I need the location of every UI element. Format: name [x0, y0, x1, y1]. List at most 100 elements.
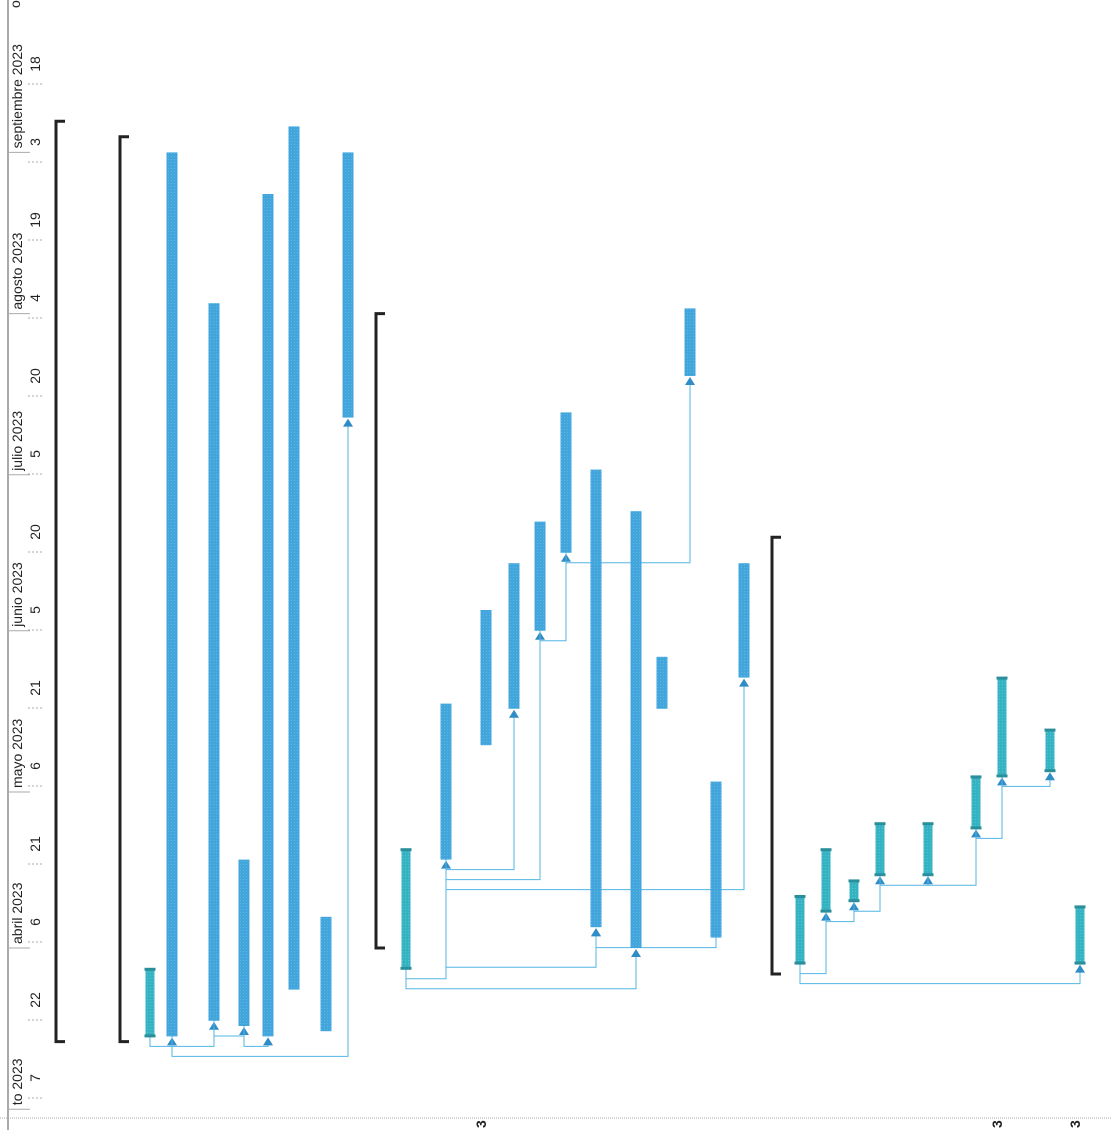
milestone-bar[interactable] [971, 776, 981, 829]
milestone-cap-bottom [848, 899, 860, 903]
link-arrowhead [343, 418, 353, 427]
milestone-bar[interactable] [1045, 729, 1055, 772]
task-bar[interactable] [342, 152, 354, 418]
milestone-cap-top [1074, 905, 1086, 909]
dependency-links [149, 377, 1085, 1057]
link-arrowhead [739, 678, 749, 687]
link-arrowhead [631, 949, 641, 957]
milestone-cap-bottom [794, 961, 806, 965]
task-bar[interactable] [166, 152, 178, 1037]
dependency-link [445, 716, 515, 871]
milestone-cap-top [820, 848, 832, 852]
milestone-cap-bottom [144, 1034, 156, 1038]
bottom-fragment: 3 [989, 1120, 1005, 1128]
axis-edge-fragment: o [7, 0, 23, 8]
milestone-bar[interactable] [997, 677, 1007, 777]
task-bar[interactable] [480, 610, 492, 746]
tick-label: 21 [27, 680, 43, 696]
milestone-cap-top [400, 848, 412, 852]
dependency-link [171, 425, 349, 1057]
task-bar[interactable] [208, 303, 220, 1021]
link-arrowhead [509, 709, 519, 718]
milestone-cap-bottom [820, 909, 832, 913]
milestone-bar[interactable] [795, 896, 805, 964]
tick-label: 20 [27, 524, 43, 540]
tick-label: 22 [27, 992, 43, 1008]
summary-bracket [118, 135, 129, 1044]
milestone-bar[interactable] [821, 849, 831, 912]
milestone-cap-bottom [970, 826, 982, 830]
dependency-link [1001, 776, 1051, 787]
milestone-cap-top [848, 879, 860, 883]
link-arrowhead [591, 928, 601, 937]
tick-label: 6 [27, 918, 43, 926]
task-bar[interactable] [560, 412, 572, 553]
task-bar[interactable] [684, 308, 696, 376]
task-bar[interactable] [534, 521, 546, 631]
dependency-link [975, 784, 1003, 839]
dependency-link [405, 867, 447, 980]
dependency-link [825, 909, 855, 923]
milestone-cap-top [874, 822, 886, 826]
bottom-fragment: 3 [473, 1120, 489, 1128]
month-label: septiembre 2023 [9, 44, 25, 149]
dependency-link [445, 859, 597, 968]
task-bar[interactable] [656, 656, 668, 709]
milestone-bar[interactable] [145, 968, 155, 1037]
tick-label: 19 [27, 212, 43, 228]
task-bar[interactable] [262, 194, 274, 1037]
tick-label: 6 [27, 762, 43, 770]
link-arrowhead [1075, 964, 1085, 973]
dependency-link [539, 560, 567, 642]
tick-label: 5 [27, 606, 43, 614]
task-bar[interactable] [738, 563, 750, 678]
task-bar[interactable] [238, 859, 250, 1026]
task-bars [144, 126, 1086, 1038]
milestone-cap-top [970, 775, 982, 779]
task-bar[interactable] [320, 916, 332, 1032]
task-bar[interactable] [630, 511, 642, 948]
dependency-link [879, 875, 929, 886]
task-bar[interactable] [590, 469, 602, 928]
month-label: agosto 2023 [9, 232, 25, 309]
tick-label: 3 [27, 138, 43, 146]
milestone-bar[interactable] [849, 880, 859, 902]
milestone-cap-top [144, 967, 156, 971]
milestone-cap-bottom [996, 774, 1008, 778]
tick-label: 20 [27, 368, 43, 384]
tick-label: 4 [27, 294, 43, 302]
link-arrowhead [685, 377, 695, 385]
milestone-bar[interactable] [875, 823, 885, 876]
summary-bracket [374, 312, 385, 950]
dependency-link [171, 1028, 215, 1047]
link-arrowhead [1045, 772, 1055, 781]
milestone-cap-bottom [1044, 769, 1056, 773]
milestone-cap-bottom [1074, 961, 1086, 965]
dependency-link [927, 836, 977, 886]
task-bar[interactable] [440, 703, 452, 860]
dependency-link [405, 956, 637, 990]
task-bar[interactable] [508, 563, 520, 709]
bottom-fragment: 3 [1067, 1120, 1083, 1128]
dependency-link [445, 638, 541, 881]
milestone-cap-bottom [874, 873, 886, 877]
tick-label: 5 [27, 450, 43, 458]
tick-label: 18 [27, 56, 43, 72]
summary-bracket [770, 535, 781, 976]
task-bar[interactable] [710, 781, 722, 938]
summary-bars [54, 119, 781, 1044]
month-label: to 2023 [9, 1058, 25, 1105]
link-arrowhead [263, 1037, 273, 1046]
tick-label: 21 [27, 836, 43, 852]
milestone-cap-bottom [400, 966, 412, 970]
milestone-cap-top [794, 895, 806, 898]
milestone-cap-top [996, 676, 1008, 680]
milestone-bar[interactable] [401, 849, 411, 969]
milestone-bar[interactable] [923, 823, 933, 876]
milestone-cap-top [922, 822, 934, 826]
month-label: julio 2023 [9, 411, 25, 472]
milestone-bar[interactable] [1075, 906, 1085, 964]
task-bar[interactable] [288, 126, 300, 990]
